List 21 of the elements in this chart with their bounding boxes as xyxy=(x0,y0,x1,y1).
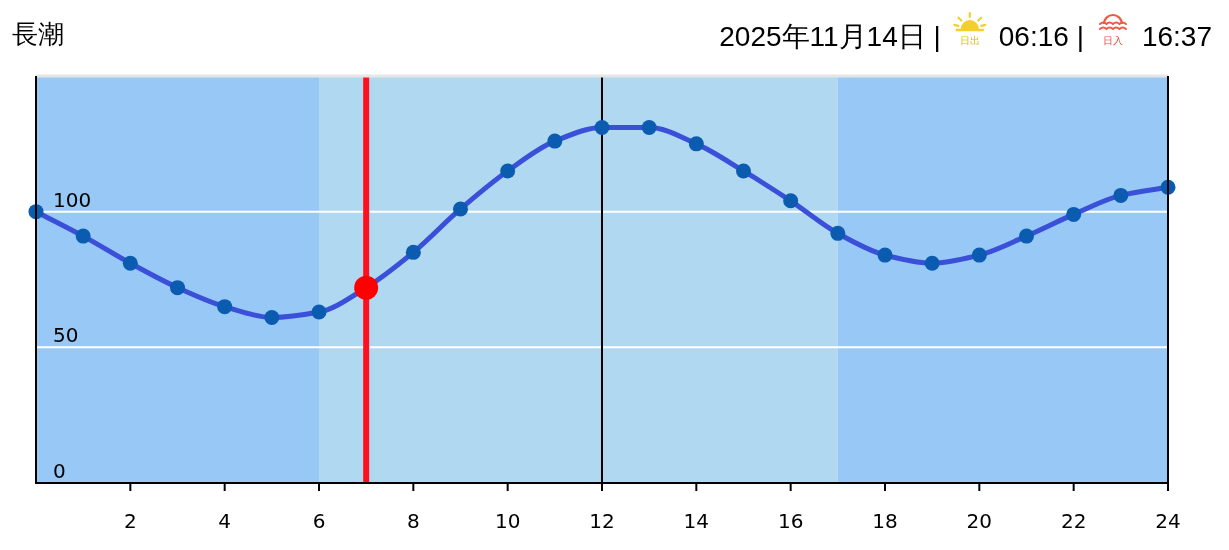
x-tick-label: 18 xyxy=(872,509,898,533)
sunrise-label: 日出 xyxy=(959,35,980,46)
x-tick-label: 4 xyxy=(218,509,232,533)
x-tick-label: 14 xyxy=(683,509,710,533)
title: 長潮 xyxy=(12,19,64,49)
x-tick-label: 10 xyxy=(494,509,521,533)
header-text: 06:16 | xyxy=(998,21,1084,52)
x-tick-label: 22 xyxy=(1060,509,1087,533)
x-tick-label: 12 xyxy=(589,509,615,533)
sunset-label: 日入 xyxy=(1102,35,1123,46)
y-tick-label: 100 xyxy=(53,187,92,212)
header-text: 2025年11月14日 | xyxy=(719,21,941,52)
x-tick-label: 8 xyxy=(406,509,420,533)
x-tick-label: 6 xyxy=(312,509,326,533)
y-tick-label: 50 xyxy=(53,323,79,348)
x-tick-label: 2 xyxy=(123,509,137,533)
header-text: 16:37 xyxy=(1141,21,1212,52)
y-tick-label: 0 xyxy=(53,459,66,483)
x-tick-label: 16 xyxy=(777,509,804,533)
x-tick-label: 24 xyxy=(1155,509,1181,533)
x-tick-label: 20 xyxy=(966,509,993,533)
